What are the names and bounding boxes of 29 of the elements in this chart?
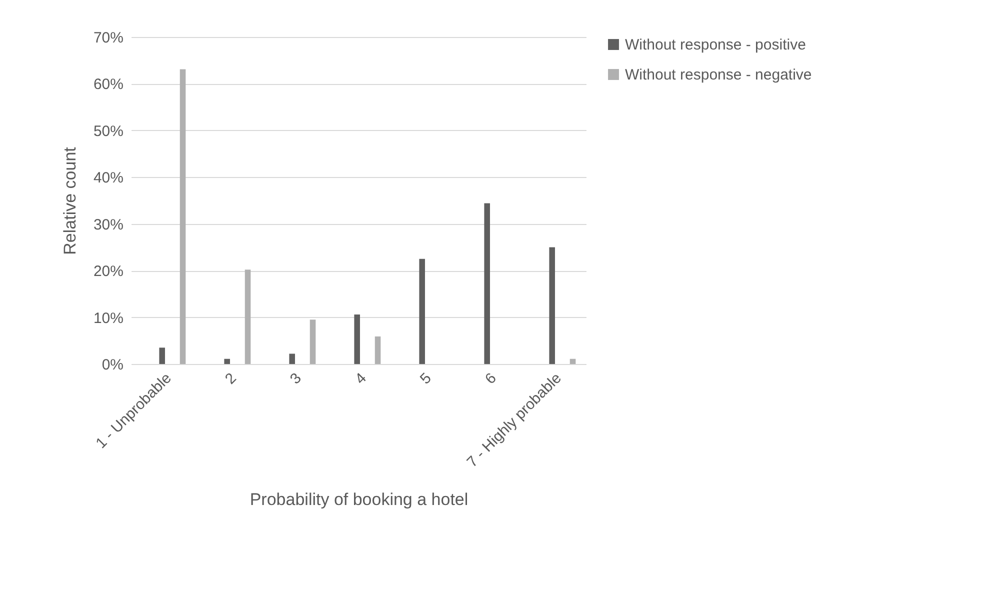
bar xyxy=(374,336,381,364)
x-tick-label: 6 xyxy=(482,370,500,388)
y-tick-label: 50% xyxy=(93,122,124,140)
legend-label: Without response - negative xyxy=(625,66,812,84)
y-tick-label: 30% xyxy=(93,216,124,234)
bar xyxy=(224,358,230,364)
bar xyxy=(570,358,576,364)
bar xyxy=(484,203,490,364)
bar xyxy=(159,348,165,364)
bar xyxy=(244,270,251,364)
y-tick-label: 60% xyxy=(93,76,124,94)
y-tick-label: 20% xyxy=(93,263,124,280)
bar xyxy=(419,258,425,364)
legend-label: Without response - positive xyxy=(625,36,806,54)
x-axis-title: Probability of booking a hotel xyxy=(250,490,468,510)
bar xyxy=(310,320,316,364)
y-tick-label: 10% xyxy=(93,310,124,327)
y-tick-label: 40% xyxy=(93,170,124,187)
y-tick-label: 0% xyxy=(102,356,124,374)
bar xyxy=(180,69,186,364)
x-tick-label: 5 xyxy=(416,370,435,388)
bar xyxy=(289,354,295,364)
x-tick-label: 3 xyxy=(286,370,305,388)
y-tick-label: 70% xyxy=(93,30,124,46)
x-tick-label: 4 xyxy=(352,370,370,388)
bar xyxy=(354,314,360,364)
x-tick-label: 2 xyxy=(222,370,240,388)
bar xyxy=(549,247,555,364)
y-axis-title: Relative count xyxy=(60,146,80,255)
